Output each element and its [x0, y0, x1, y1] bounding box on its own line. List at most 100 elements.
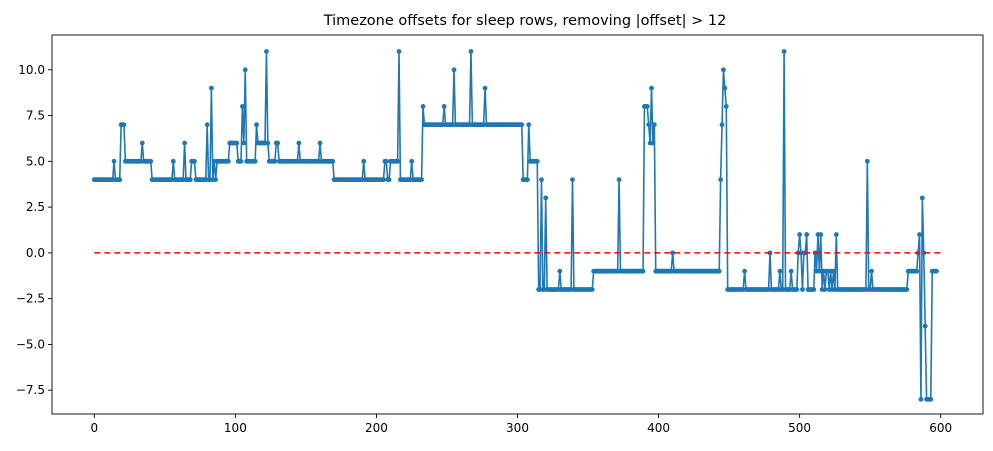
data-point	[934, 268, 939, 274]
data-point	[557, 268, 563, 274]
data-point	[252, 158, 258, 164]
chart-title: Timezone offsets for sleep rows, removin…	[323, 13, 727, 29]
data-point	[264, 49, 269, 54]
data-point	[272, 158, 278, 164]
data-point	[788, 268, 794, 274]
data-point	[225, 158, 231, 164]
x-tick-label: 0	[90, 421, 98, 435]
data-point	[296, 140, 302, 146]
data-point	[192, 158, 197, 164]
data-point	[395, 158, 400, 164]
data-point	[543, 195, 549, 201]
x-tick-label: 400	[647, 421, 670, 435]
data-point	[409, 158, 415, 164]
data-point	[616, 177, 622, 183]
data-point	[234, 140, 240, 146]
y-tick-label: 5.0	[26, 154, 45, 168]
data-point	[482, 85, 488, 91]
y-tick-label: −2.5	[16, 292, 45, 306]
data-point	[396, 49, 402, 54]
data-point	[904, 287, 910, 292]
data-point	[922, 323, 928, 329]
data-point	[651, 122, 657, 128]
data-point	[670, 250, 676, 256]
data-point	[539, 177, 544, 183]
data-point	[719, 122, 725, 128]
data-point	[265, 140, 271, 146]
data-point	[534, 158, 540, 164]
data-point	[864, 158, 870, 164]
plot-area	[91, 49, 941, 402]
axes: 0 100 200 300 400 500 600 −7.5 −5.0 −2.5 0.0 2.5 5.0…	[16, 34, 984, 435]
data-point	[420, 104, 426, 109]
data-point	[240, 104, 245, 109]
y-tick-label: 2.5	[26, 200, 45, 214]
data-point	[451, 67, 457, 73]
x-tick-label: 300	[506, 421, 529, 435]
data-point	[209, 85, 214, 91]
data-point	[524, 177, 530, 183]
data-point	[170, 158, 176, 164]
data-point	[570, 177, 575, 183]
data-point	[383, 158, 389, 164]
data-point	[914, 268, 920, 274]
data-point	[275, 140, 281, 146]
data-point	[800, 287, 805, 292]
data-point	[816, 268, 822, 274]
data-point	[794, 287, 800, 292]
data-point	[381, 177, 386, 183]
data-point	[833, 232, 839, 237]
data-point	[928, 396, 934, 402]
data-point	[917, 232, 922, 237]
data-point	[441, 104, 447, 109]
data-point	[831, 268, 836, 274]
data-point	[386, 177, 392, 183]
data-point	[148, 158, 154, 164]
data-point	[419, 177, 424, 183]
x-tick-label: 500	[788, 421, 811, 435]
data-point	[117, 177, 123, 183]
axes-frame	[51, 34, 984, 415]
data-point	[919, 195, 925, 201]
data-point	[182, 140, 188, 146]
x-tick-label: 600	[929, 421, 952, 435]
y-tick-label: −7.5	[16, 383, 45, 397]
data-point	[121, 122, 127, 128]
data-point	[589, 287, 595, 292]
data-point	[242, 67, 248, 73]
data-point	[187, 177, 193, 183]
data-point	[721, 67, 726, 73]
data-point	[918, 396, 924, 402]
data-point	[649, 85, 654, 91]
data-point	[822, 287, 828, 292]
data-point	[646, 122, 652, 128]
y-tick-label: 7.5	[26, 109, 45, 123]
data-point	[139, 140, 145, 146]
data-point	[797, 232, 803, 237]
data-point	[204, 122, 210, 128]
data-point	[781, 49, 787, 54]
data-point	[317, 140, 323, 146]
data-point	[804, 232, 810, 237]
data-point	[718, 177, 724, 183]
data-point	[241, 140, 247, 146]
data-point	[723, 104, 729, 109]
data-point	[361, 158, 367, 164]
x-tick-label: 100	[224, 421, 247, 435]
data-point	[526, 122, 532, 128]
data-point	[330, 158, 336, 164]
data-point	[254, 122, 259, 128]
data-point	[238, 158, 244, 164]
data-point	[644, 104, 650, 109]
data-point	[468, 49, 474, 54]
data-point	[640, 268, 646, 274]
data-point	[519, 122, 525, 128]
data-point	[716, 268, 722, 274]
y-tick-label: 0.0	[26, 246, 45, 260]
series-line	[94, 50, 937, 401]
y-tick-label: −5.0	[16, 337, 45, 351]
data-point	[650, 140, 656, 146]
data-point	[869, 268, 874, 274]
